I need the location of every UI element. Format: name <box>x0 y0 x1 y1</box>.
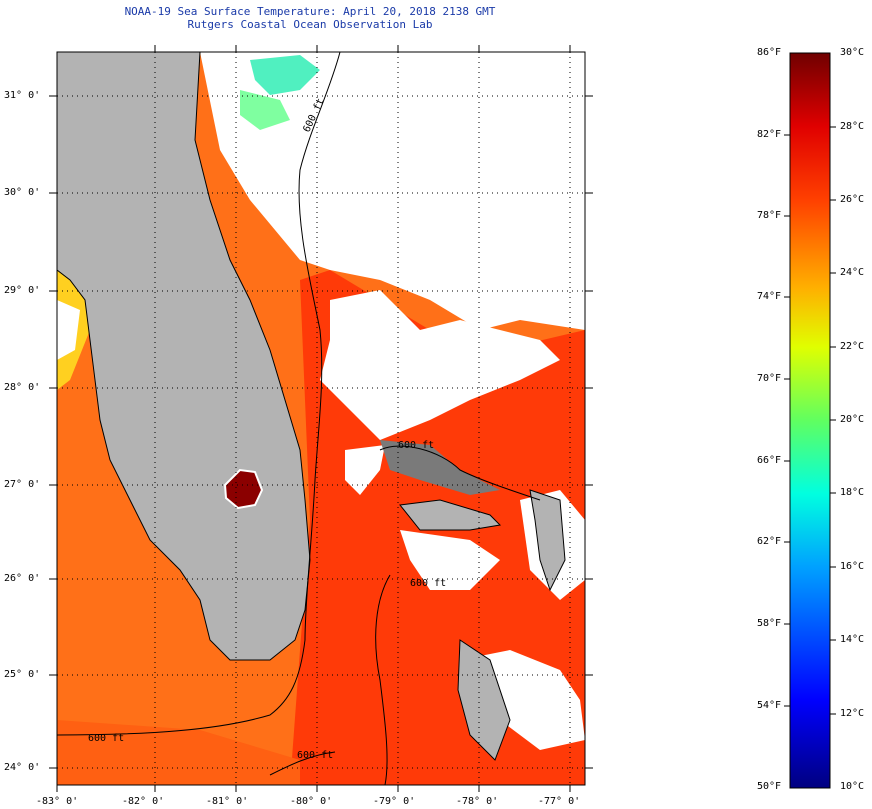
map-subtitle: Rutgers Coastal Ocean Observation Lab <box>187 18 433 31</box>
lat-label: 24° 0' <box>4 762 41 773</box>
lon-label: -78° 0' <box>456 796 499 807</box>
colorbar-c-label: 12°C <box>840 708 865 719</box>
map-ticks <box>49 45 593 792</box>
colorbar-f-label: 70°F <box>757 373 782 384</box>
contour-label: 600 ft <box>88 733 125 744</box>
cool-patch-1 <box>250 55 320 95</box>
lon-label: -77° 0' <box>538 796 581 807</box>
colorbar-c-label: 24°C <box>840 267 865 278</box>
florida-land <box>57 52 311 661</box>
contour-600ft-south <box>269 751 336 776</box>
grand-bahama <box>399 499 502 531</box>
colorbar-f-label: 82°F <box>757 129 782 140</box>
colorbar-f-label: 78°F <box>757 210 782 221</box>
lon-label: -81° 0' <box>206 796 249 807</box>
graticule <box>57 52 585 785</box>
lon-label: -80° 0' <box>290 796 333 807</box>
contour-600ft-west <box>57 52 341 736</box>
contour-label: 600 ft <box>398 440 435 451</box>
colorbar-f-label: 54°F <box>757 700 782 711</box>
lat-label: 28° 0' <box>4 382 41 393</box>
colorbar-c-label: 10°C <box>840 781 865 792</box>
lat-label: 30° 0' <box>4 187 41 198</box>
colorbar-f-label: 86°F <box>757 47 782 58</box>
colorbar-c-label: 20°C <box>840 414 865 425</box>
lat-label: 27° 0' <box>4 479 41 490</box>
cool-patch-2 <box>240 90 290 130</box>
colorbar-c-label: 30°C <box>840 47 865 58</box>
colorbar-f-label: 50°F <box>757 781 782 792</box>
lat-label: 25° 0' <box>4 669 41 680</box>
colorbar-c-label: 14°C <box>840 634 865 645</box>
colorbar-f-label: 58°F <box>757 618 782 629</box>
map-area <box>57 52 585 785</box>
lat-label: 26° 0' <box>4 573 41 584</box>
lake-okeechobee <box>223 468 264 510</box>
lat-label: 31° 0' <box>4 90 41 101</box>
colorbar-c-label: 18°C <box>840 487 865 498</box>
andros <box>457 639 511 761</box>
contour-label: 600 ft <box>410 578 447 589</box>
cloud-north <box>200 52 585 330</box>
keys-water <box>57 720 300 785</box>
contour-label: 600 ft <box>297 750 334 761</box>
colorbar-c-label: 26°C <box>840 194 865 205</box>
contour-600ft-bahama-north <box>379 445 541 501</box>
cloud-west <box>57 300 80 360</box>
lon-label: -79° 0' <box>373 796 416 807</box>
colorbar-f-label: 66°F <box>757 455 782 466</box>
little-bahama-bank <box>380 440 500 495</box>
colorbar-ticks <box>784 126 836 715</box>
lon-label: -83° 0' <box>36 796 79 807</box>
cloud-east-3 <box>400 530 500 590</box>
cloud-east-2 <box>345 445 385 495</box>
colorbar-f-label: 62°F <box>757 536 782 547</box>
lon-label: -82° 0' <box>122 796 165 807</box>
colorbar-c-label: 16°C <box>840 561 865 572</box>
map-title: NOAA-19 Sea Surface Temperature: April 2… <box>124 5 496 18</box>
colorbar-gradient <box>789 52 831 789</box>
colorbar-f-label: 74°F <box>757 291 782 302</box>
colorbar-c-label: 22°C <box>840 341 865 352</box>
cloud-east-1 <box>320 290 560 440</box>
colorbar-c-label: 28°C <box>840 121 865 132</box>
abaco <box>529 489 566 592</box>
contour-600ft-east <box>375 574 391 785</box>
lat-label: 29° 0' <box>4 285 41 296</box>
map-frame <box>56 51 586 786</box>
